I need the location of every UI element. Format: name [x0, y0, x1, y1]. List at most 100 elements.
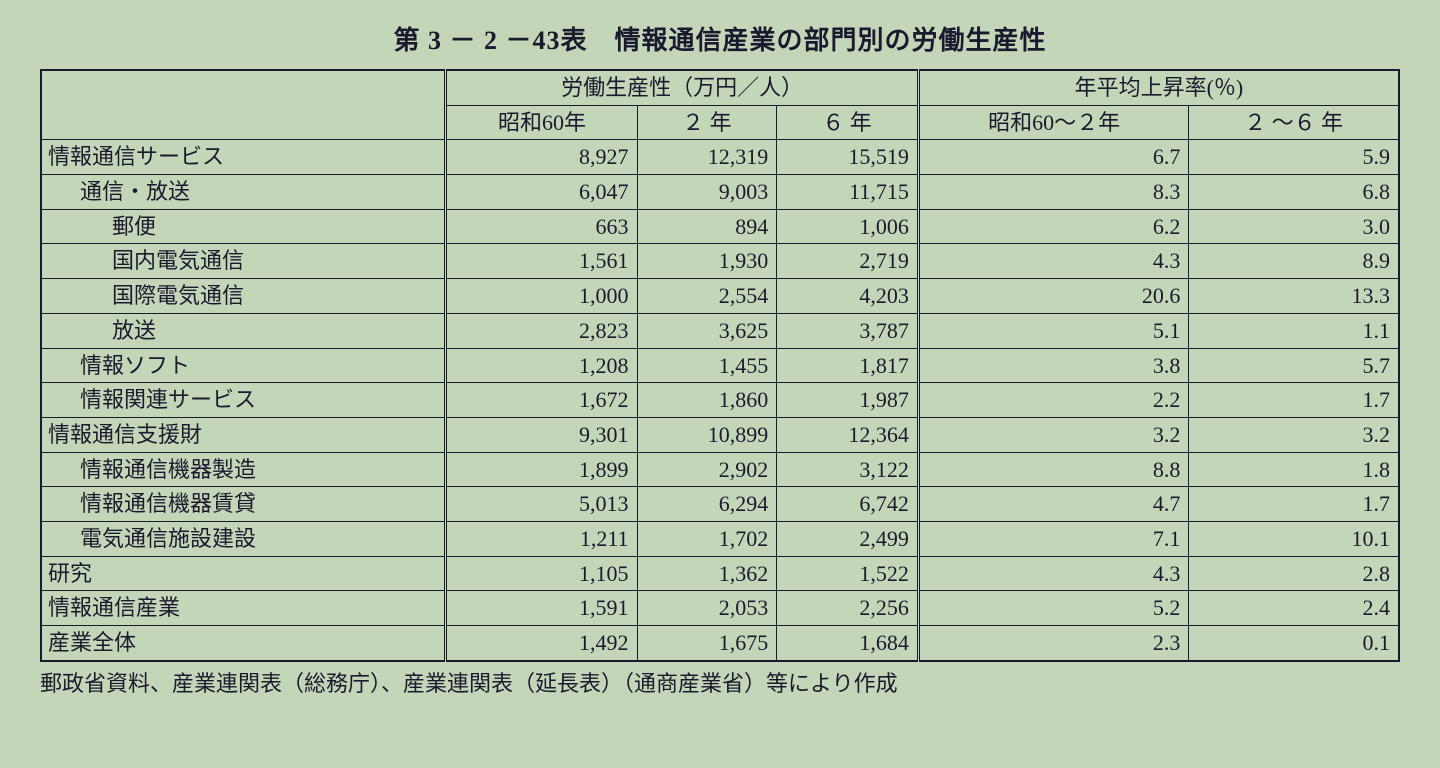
cell-value: 8.8 — [918, 452, 1189, 487]
cell-value: 5.9 — [1189, 140, 1399, 175]
cell-value: 10.1 — [1189, 521, 1399, 556]
cell-value: 3.0 — [1189, 209, 1399, 244]
table-row: 国内電気通信1,5611,9302,7194.38.9 — [41, 244, 1399, 279]
cell-value: 8.3 — [918, 175, 1189, 210]
cell-value: 3.2 — [918, 417, 1189, 452]
cell-value: 1,362 — [637, 556, 777, 591]
cell-value: 0.1 — [1189, 626, 1399, 661]
table-row: 情報通信機器賃貸5,0136,2946,7424.71.7 — [41, 487, 1399, 522]
table-row: 放送2,8233,6253,7875.11.1 — [41, 313, 1399, 348]
cell-value: 3.2 — [1189, 417, 1399, 452]
cell-value: 2,823 — [446, 313, 637, 348]
table-row: 情報通信サービス8,92712,31915,5196.75.9 — [41, 140, 1399, 175]
cell-value: 2.8 — [1189, 556, 1399, 591]
table-row: 情報通信機器製造1,8992,9023,1228.81.8 — [41, 452, 1399, 487]
cell-value: 4,203 — [777, 279, 919, 314]
cell-value: 3.8 — [918, 348, 1189, 383]
footer-note: 郵政省資料、産業連関表（総務庁）、産業連関表（延長表）（通商産業省）等により作成 — [40, 666, 1400, 698]
cell-value: 2,053 — [637, 591, 777, 626]
header-col-year6: ６ 年 — [777, 105, 919, 140]
table-row: 情報通信支援財9,30110,89912,3643.23.2 — [41, 417, 1399, 452]
cell-value: 15,519 — [777, 140, 919, 175]
cell-value: 1,702 — [637, 521, 777, 556]
table-row: 通信・放送6,0479,00311,7158.36.8 — [41, 175, 1399, 210]
cell-value: 13.3 — [1189, 279, 1399, 314]
cell-value: 1,860 — [637, 383, 777, 418]
cell-value: 11,715 — [777, 175, 919, 210]
cell-value: 9,301 — [446, 417, 637, 452]
cell-value: 2,256 — [777, 591, 919, 626]
cell-value: 4.3 — [918, 244, 1189, 279]
cell-value: 2.4 — [1189, 591, 1399, 626]
row-label: 電気通信施設建設 — [41, 521, 446, 556]
row-label: 通信・放送 — [41, 175, 446, 210]
table-row: 産業全体1,4921,6751,6842.30.1 — [41, 626, 1399, 661]
row-label: 情報ソフト — [41, 348, 446, 383]
table-row: 郵便6638941,0066.23.0 — [41, 209, 1399, 244]
table-row: 情報ソフト1,2081,4551,8173.85.7 — [41, 348, 1399, 383]
cell-value: 2,499 — [777, 521, 919, 556]
cell-value: 3,625 — [637, 313, 777, 348]
row-label: 情報通信機器製造 — [41, 452, 446, 487]
table-row: 情報関連サービス1,6721,8601,9872.21.7 — [41, 383, 1399, 418]
header-group-productivity: 労働生産性（万円／人） — [446, 70, 918, 105]
productivity-table: 労働生産性（万円／人） 年平均上昇率(％) 昭和60年 ２ 年 ６ 年 昭和60… — [40, 69, 1400, 662]
cell-value: 6.2 — [918, 209, 1189, 244]
cell-value: 2.2 — [918, 383, 1189, 418]
row-label: 放送 — [41, 313, 446, 348]
cell-value: 1.1 — [1189, 313, 1399, 348]
table-title: 第 3 － 2 －43表 情報通信産業の部門別の労働生産性 — [40, 20, 1400, 57]
cell-value: 6,742 — [777, 487, 919, 522]
cell-value: 1,561 — [446, 244, 637, 279]
cell-value: 6,047 — [446, 175, 637, 210]
cell-value: 1,211 — [446, 521, 637, 556]
cell-value: 1,987 — [777, 383, 919, 418]
cell-value: 3,787 — [777, 313, 919, 348]
cell-value: 1,930 — [637, 244, 777, 279]
cell-value: 2.3 — [918, 626, 1189, 661]
table-row: 国際電気通信1,0002,5544,20320.613.3 — [41, 279, 1399, 314]
table-body: 情報通信サービス8,92712,31915,5196.75.9通信・放送6,04… — [41, 140, 1399, 661]
cell-value: 1.7 — [1189, 487, 1399, 522]
cell-value: 12,364 — [777, 417, 919, 452]
header-col-rate1: 昭和60～２年 — [918, 105, 1189, 140]
cell-value: 1,817 — [777, 348, 919, 383]
header-blank — [41, 70, 446, 140]
cell-value: 2,719 — [777, 244, 919, 279]
row-label: 情報通信産業 — [41, 591, 446, 626]
cell-value: 9,003 — [637, 175, 777, 210]
cell-value: 5,013 — [446, 487, 637, 522]
cell-value: 6,294 — [637, 487, 777, 522]
cell-value: 5.1 — [918, 313, 1189, 348]
cell-value: 1.7 — [1189, 383, 1399, 418]
cell-value: 1,000 — [446, 279, 637, 314]
table-row: 情報通信産業1,5912,0532,2565.22.4 — [41, 591, 1399, 626]
cell-value: 8.9 — [1189, 244, 1399, 279]
cell-value: 10,899 — [637, 417, 777, 452]
cell-value: 1,455 — [637, 348, 777, 383]
cell-value: 1,672 — [446, 383, 637, 418]
cell-value: 1,899 — [446, 452, 637, 487]
cell-value: 6.7 — [918, 140, 1189, 175]
row-label: 郵便 — [41, 209, 446, 244]
cell-value: 2,902 — [637, 452, 777, 487]
cell-value: 1,492 — [446, 626, 637, 661]
cell-value: 1,522 — [777, 556, 919, 591]
row-label: 産業全体 — [41, 626, 446, 661]
cell-value: 1,006 — [777, 209, 919, 244]
header-col-showa60: 昭和60年 — [446, 105, 637, 140]
row-label: 情報関連サービス — [41, 383, 446, 418]
cell-value: 1.8 — [1189, 452, 1399, 487]
cell-value: 8,927 — [446, 140, 637, 175]
cell-value: 7.1 — [918, 521, 1189, 556]
cell-value: 12,319 — [637, 140, 777, 175]
cell-value: 663 — [446, 209, 637, 244]
row-label: 国内電気通信 — [41, 244, 446, 279]
cell-value: 6.8 — [1189, 175, 1399, 210]
header-col-rate2: ２ ～６ 年 — [1189, 105, 1399, 140]
cell-value: 1,208 — [446, 348, 637, 383]
row-label: 研究 — [41, 556, 446, 591]
cell-value: 4.3 — [918, 556, 1189, 591]
cell-value: 20.6 — [918, 279, 1189, 314]
row-label: 情報通信支援財 — [41, 417, 446, 452]
